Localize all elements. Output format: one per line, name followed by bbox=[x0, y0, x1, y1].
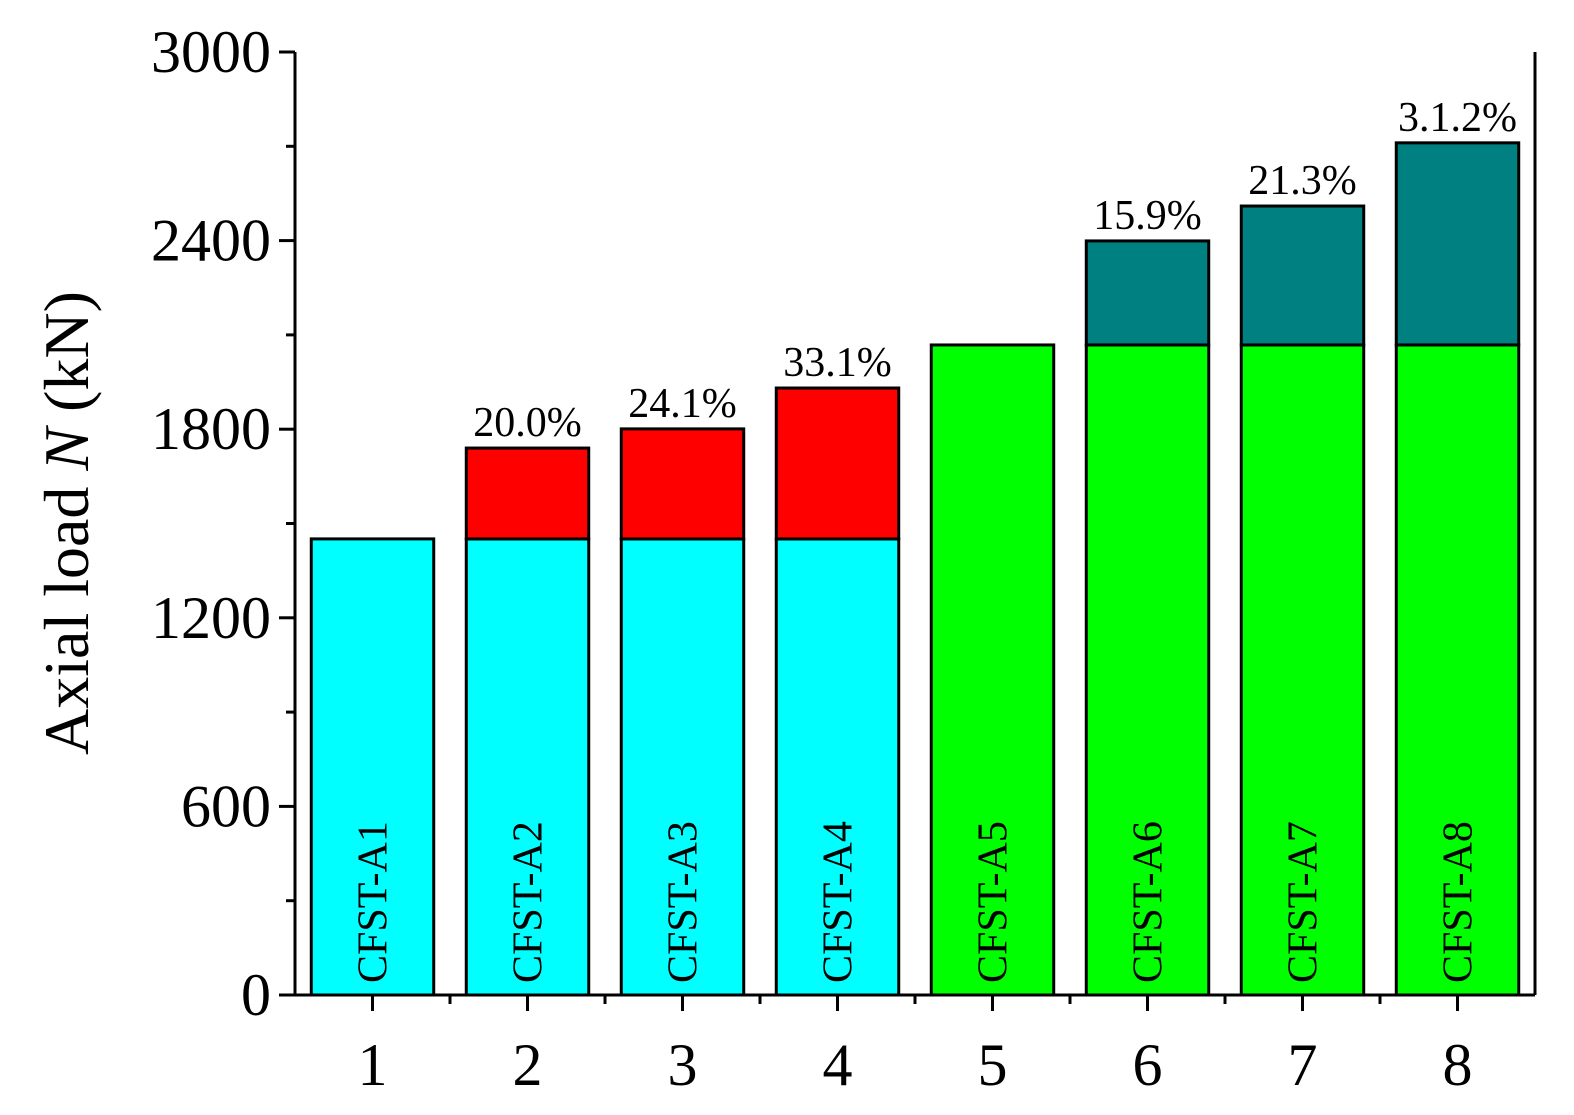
y-tick-label: 1200 bbox=[151, 585, 271, 651]
bar-segment bbox=[464, 446, 591, 541]
bar-segment bbox=[774, 386, 901, 541]
y-tick-label: 1800 bbox=[151, 396, 271, 462]
bar-segment bbox=[1394, 141, 1521, 347]
percent-label: 20.0% bbox=[473, 400, 582, 446]
bar-segment bbox=[619, 427, 746, 541]
bar-label: CFST-A4 bbox=[816, 821, 862, 983]
bar-label: CFST-A8 bbox=[1436, 821, 1482, 983]
x-tick-label: 2 bbox=[513, 1032, 543, 1098]
y-tick-label: 3000 bbox=[151, 19, 271, 85]
bar-segment bbox=[619, 537, 746, 997]
x-tick-label: 8 bbox=[1443, 1032, 1473, 1098]
percent-label: 15.9% bbox=[1093, 193, 1202, 239]
percent-label: 24.1% bbox=[628, 381, 737, 427]
x-tick-label: 1 bbox=[358, 1032, 388, 1098]
bar-segment bbox=[464, 537, 591, 997]
percent-label: 3.1.2% bbox=[1398, 95, 1517, 141]
bar-label: CFST-A5 bbox=[971, 821, 1017, 983]
bar-label: CFST-A1 bbox=[351, 821, 397, 983]
bar-label: CFST-A7 bbox=[1281, 821, 1327, 983]
bar-label: CFST-A6 bbox=[1126, 821, 1172, 983]
y-tick-label: 2400 bbox=[151, 208, 271, 274]
y-title-unit: (kN) bbox=[31, 291, 102, 428]
bar-segment bbox=[1084, 239, 1211, 347]
bar-segment bbox=[309, 537, 436, 997]
y-title-variable: N bbox=[31, 425, 102, 472]
percent-label: 33.1% bbox=[783, 340, 892, 386]
bar-segment bbox=[1084, 343, 1211, 997]
bar-label: CFST-A2 bbox=[506, 821, 552, 983]
bar-segment bbox=[1239, 204, 1366, 347]
x-tick-label: 3 bbox=[668, 1032, 698, 1098]
bar-segment bbox=[1394, 343, 1521, 997]
x-tick-label: 4 bbox=[823, 1032, 853, 1098]
percent-label: 21.3% bbox=[1248, 158, 1357, 204]
bar-label: CFST-A3 bbox=[661, 821, 707, 983]
y-tick-label: 0 bbox=[241, 962, 271, 1028]
x-tick-label: 5 bbox=[978, 1032, 1008, 1098]
y-axis-title: Axial load N (kN) bbox=[31, 291, 102, 755]
bar-segment bbox=[929, 343, 1056, 997]
x-tick-label: 6 bbox=[1133, 1032, 1163, 1098]
x-tick-label: 7 bbox=[1288, 1032, 1318, 1098]
y-tick-label: 600 bbox=[181, 773, 271, 839]
y-title-text: Axial load bbox=[31, 471, 102, 755]
